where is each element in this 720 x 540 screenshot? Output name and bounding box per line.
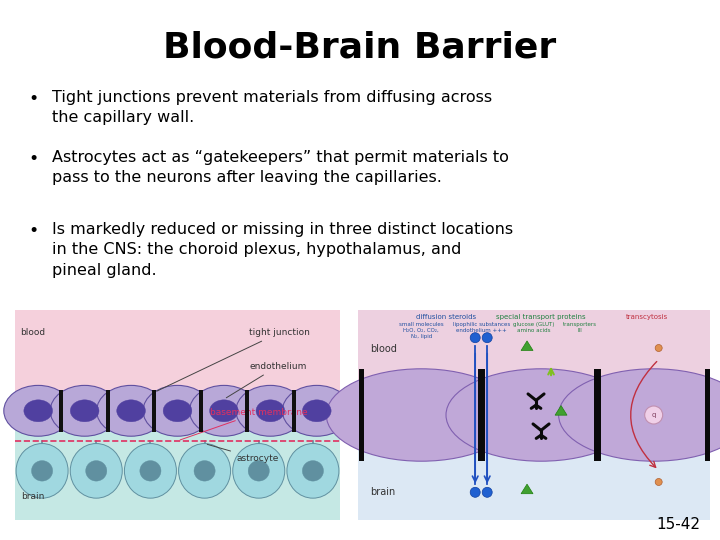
Circle shape — [482, 487, 492, 497]
Ellipse shape — [233, 443, 284, 498]
Text: lipophilic substances
endothelium +++: lipophilic substances endothelium +++ — [453, 322, 510, 333]
Ellipse shape — [302, 400, 331, 422]
Ellipse shape — [163, 400, 192, 422]
Ellipse shape — [140, 461, 161, 481]
Text: •: • — [28, 222, 38, 240]
Text: astrocyte: astrocyte — [207, 444, 279, 463]
Ellipse shape — [282, 386, 351, 436]
Ellipse shape — [326, 369, 516, 461]
Ellipse shape — [125, 443, 176, 498]
Ellipse shape — [194, 461, 215, 481]
Ellipse shape — [143, 386, 212, 436]
Text: Tight junctions prevent materials from diffusing across
the capillary wall.: Tight junctions prevent materials from d… — [52, 90, 492, 125]
Bar — [477, 369, 485, 461]
Ellipse shape — [71, 400, 99, 422]
Text: transcytosis: transcytosis — [626, 314, 667, 320]
Ellipse shape — [50, 386, 119, 436]
Ellipse shape — [16, 443, 68, 498]
Ellipse shape — [71, 443, 122, 498]
Bar — [153, 390, 156, 431]
Text: diffusion steroids: diffusion steroids — [416, 314, 476, 320]
Polygon shape — [521, 484, 533, 494]
Polygon shape — [521, 341, 533, 350]
FancyBboxPatch shape — [15, 310, 340, 419]
FancyBboxPatch shape — [358, 310, 710, 415]
Bar — [359, 369, 364, 461]
Text: Astrocytes act as “gatekeepers” that permit materials to
pass to the neurons aft: Astrocytes act as “gatekeepers” that per… — [52, 150, 509, 185]
Text: brain: brain — [370, 487, 395, 497]
Polygon shape — [555, 406, 567, 415]
Text: 15-42: 15-42 — [656, 517, 700, 532]
Text: special transport proteins: special transport proteins — [496, 314, 586, 320]
Ellipse shape — [236, 386, 305, 436]
Text: Is markedly reduced or missing in three distinct locations
in the CNS: the choro: Is markedly reduced or missing in three … — [52, 222, 513, 278]
Bar — [705, 369, 710, 461]
Ellipse shape — [644, 406, 662, 424]
Ellipse shape — [559, 369, 720, 461]
Bar — [199, 390, 203, 431]
Circle shape — [470, 333, 480, 343]
Ellipse shape — [655, 345, 662, 352]
FancyBboxPatch shape — [15, 419, 340, 520]
Ellipse shape — [655, 478, 662, 485]
Ellipse shape — [256, 400, 284, 422]
Bar — [292, 390, 296, 431]
Text: glucose (GLUT)
amino acids: glucose (GLUT) amino acids — [513, 322, 554, 333]
Circle shape — [470, 487, 480, 497]
Text: transporters
III: transporters III — [563, 322, 597, 333]
Ellipse shape — [24, 400, 53, 422]
Ellipse shape — [179, 443, 230, 498]
Ellipse shape — [4, 386, 73, 436]
Text: blood: blood — [370, 344, 397, 354]
Bar — [60, 390, 63, 431]
Ellipse shape — [32, 461, 53, 481]
Ellipse shape — [302, 461, 323, 481]
Text: endothelium: endothelium — [226, 362, 307, 398]
Text: Blood-Brain Barrier: Blood-Brain Barrier — [163, 30, 557, 64]
Text: q: q — [652, 412, 656, 418]
Ellipse shape — [210, 400, 238, 422]
Bar — [594, 369, 601, 461]
Text: basement membrane: basement membrane — [180, 408, 307, 440]
Bar — [245, 390, 249, 431]
Text: blood: blood — [20, 328, 45, 337]
Text: tight junction: tight junction — [157, 328, 310, 391]
Ellipse shape — [117, 400, 145, 422]
Text: •: • — [28, 90, 38, 108]
Circle shape — [482, 333, 492, 343]
Ellipse shape — [248, 461, 269, 481]
Text: brain: brain — [22, 492, 45, 501]
Text: •: • — [28, 150, 38, 168]
Ellipse shape — [189, 386, 258, 436]
Ellipse shape — [86, 461, 107, 481]
FancyBboxPatch shape — [358, 415, 710, 520]
Text: small molecules
H₂O, O₂, CO₂,
N₂, lipid: small molecules H₂O, O₂, CO₂, N₂, lipid — [399, 322, 444, 340]
Ellipse shape — [446, 369, 636, 461]
Bar — [106, 390, 110, 431]
Ellipse shape — [287, 443, 339, 498]
Ellipse shape — [96, 386, 166, 436]
